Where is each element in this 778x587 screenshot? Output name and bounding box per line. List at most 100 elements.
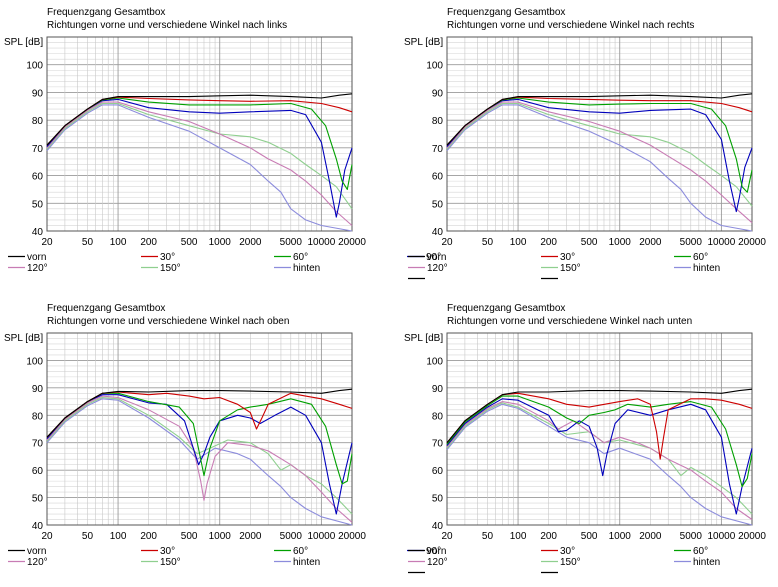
x-tick-label: 5000 [280,237,303,248]
x-tick-label: 20 [41,237,53,248]
series-line-hinten [446,104,753,232]
series-line-150° [446,402,753,515]
y-tick-label: 80 [32,411,44,422]
legend-label: 30° [560,546,575,557]
legend-label: 120° [427,557,448,568]
x-tick-label: 5000 [680,531,703,542]
legend-label: 150° [560,557,581,568]
x-tick-label: 10000 [307,237,335,248]
y-tick-label: 50 [432,199,444,210]
plot-frame [446,332,753,526]
legend-label: 30° [160,546,175,557]
x-tick-label: 200 [540,237,557,248]
series-line-90° [446,398,753,515]
x-tick-label: 500 [581,237,598,248]
x-tick-label: 20 [441,531,453,542]
y-tick-label: 50 [432,494,444,505]
chart-title: Frequenzgang Gesamtbox [47,7,165,18]
series-line-120° [446,101,753,224]
y-tick-label: 100 [26,61,43,72]
y-tick-label: 70 [432,144,444,155]
x-tick-label: 50 [482,531,494,542]
x-tick-label: 200 [140,531,157,542]
plot-frame [46,36,353,232]
y-axis-label: SPL [dB] [4,37,43,48]
legend-label: vorn [427,252,446,263]
chart-panel-1: Frequenzgang Gesamtbox Richtungen vorne u… [4,7,441,274]
y-tick-label: 40 [32,521,44,532]
y-tick-label: 40 [32,227,44,238]
legend-label: 60° [293,546,308,557]
x-tick-label: 100 [510,531,527,542]
y-tick-label: 50 [32,199,44,210]
x-tick-label: 50 [82,531,94,542]
y-tick-label: 90 [32,384,44,395]
plot-frame [446,36,753,232]
x-tick-label: 500 [181,531,198,542]
series-line-hinten [446,403,753,526]
legend-label: vorn [427,546,446,557]
y-tick-label: 80 [32,116,44,127]
series-line-hinten [46,104,353,232]
x-tick-label: 500 [181,237,198,248]
chart-title: Frequenzgang Gesamtbox [47,303,165,314]
x-tick-label: 200 [540,531,557,542]
series-line-90° [46,394,353,515]
x-tick-label: 20 [41,531,53,542]
x-tick-label: 50 [482,237,494,248]
x-tick-label: 10000 [707,237,735,248]
y-tick-label: 70 [32,439,44,450]
legend-label: 60° [293,252,308,263]
legend-label: 30° [560,252,575,263]
chart-subtitle: Richtungen vorne und verschiedene Winkel… [47,20,287,31]
y-axis-label: SPL [dB] [4,333,43,344]
y-tick-label: 60 [432,466,444,477]
x-tick-label: 10000 [307,531,335,542]
legend-label: 150° [160,557,181,568]
series-line-vorn [46,93,353,146]
chart-panel-3: Frequenzgang Gesamtbox Richtungen vorne u… [4,303,441,568]
x-tick-label: 1000 [209,531,232,542]
y-axis-label: SPL [dB] [404,333,443,344]
y-axis-label: SPL [dB] [404,37,443,48]
legend-label: vorn [27,252,46,263]
legend-label: 120° [27,557,48,568]
chart-subtitle: Richtungen vorne und verschiedene Winkel… [447,316,692,327]
legend-label: hinten [293,263,320,274]
x-tick-label: 20000 [338,531,366,542]
y-tick-label: 90 [432,384,444,395]
x-tick-label: 500 [581,531,598,542]
series-line-vorn [46,388,353,438]
chart-title: Frequenzgang Gesamtbox [447,303,565,314]
x-tick-label: 5000 [280,531,303,542]
legend-label: vorn [27,546,46,557]
series-line-120° [46,101,353,226]
x-tick-label: 20000 [338,237,366,248]
legend-label: 60° [693,546,708,557]
y-tick-label: 80 [432,411,444,422]
plot-area [447,37,752,231]
x-tick-label: 2000 [639,237,662,248]
legend-label: 30° [160,252,175,263]
plot-frame [46,332,353,526]
x-tick-label: 2000 [639,531,662,542]
x-tick-label: 20000 [738,237,766,248]
x-tick-label: 100 [510,237,527,248]
x-tick-label: 100 [110,531,127,542]
legend-label: 150° [160,263,181,274]
legend-label: hinten [293,557,320,568]
series-line-hinten [46,398,353,526]
legend-label: 90° [426,252,441,263]
y-tick-label: 60 [432,172,444,183]
legend-label: 120° [427,263,448,274]
x-tick-label: 5000 [680,237,703,248]
y-tick-label: 90 [432,88,444,99]
legend-label: 90° [426,546,441,557]
plot-area [47,333,352,525]
x-tick-label: 2000 [239,531,262,542]
x-tick-label: 50 [82,237,94,248]
x-tick-label: 20000 [738,531,766,542]
x-tick-label: 100 [110,237,127,248]
y-tick-label: 70 [32,144,44,155]
